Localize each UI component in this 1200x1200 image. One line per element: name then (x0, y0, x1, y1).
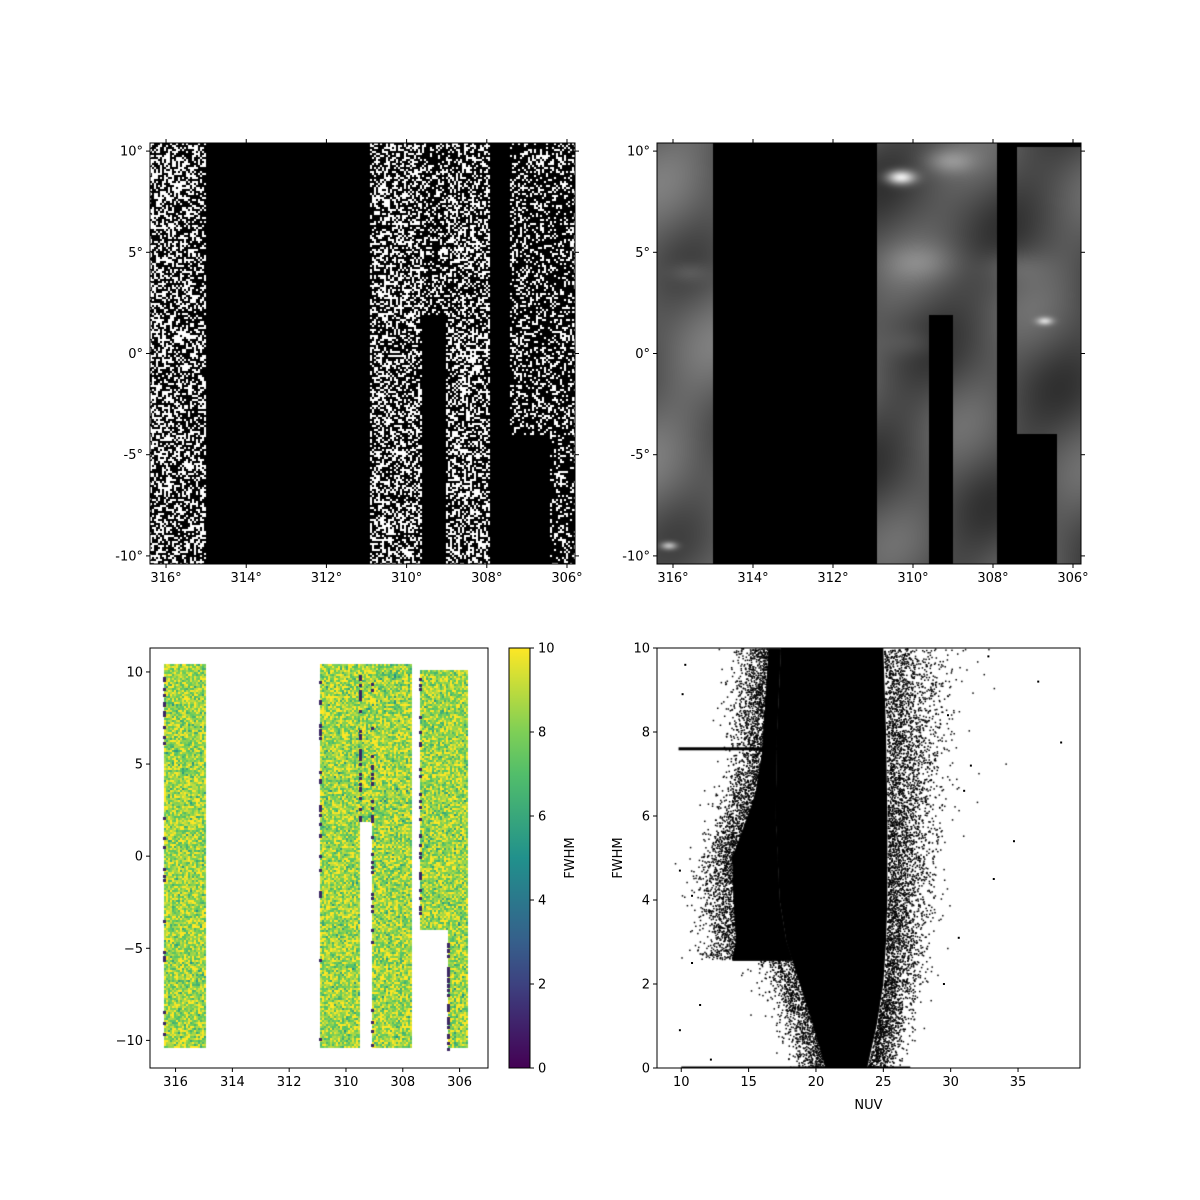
outlier-point (946, 714, 949, 717)
outlier-point (969, 764, 972, 767)
outlier-point (678, 1029, 681, 1032)
x-tick-label: 25 (875, 1075, 892, 1090)
y-tick-label: 10° (627, 145, 650, 160)
panel-fwhm-scatter: 316 314 312 310 308 306 10 5 0 −5 −10 0 2 4 6 8 10 FWHM (116, 642, 578, 1091)
axes-frame (656, 647, 1081, 1069)
colorbar (508, 647, 531, 1069)
y-axis-label: FWHM (611, 837, 626, 878)
y-tick-label: 0 (135, 850, 143, 865)
y-tick-label: -10° (115, 549, 143, 564)
x-tick-label: 306° (551, 571, 582, 586)
y-tick-label: 10 (126, 665, 143, 680)
y-tick-label: 4 (642, 894, 650, 909)
y-tick-label: 0° (635, 347, 650, 362)
outlier-point (992, 878, 995, 880)
colorbar-tick-label: 10 (538, 642, 555, 657)
outlier-point (1060, 741, 1063, 744)
x-tick-label: 306 (447, 1075, 472, 1090)
y-tick-label: 0 (642, 1062, 650, 1077)
colorbar-tick-label: 4 (538, 894, 546, 909)
y-tick-label: 2 (642, 978, 650, 993)
x-tick-label: 314° (737, 571, 768, 586)
outlier-point (963, 789, 966, 792)
y-tick-label: -10° (622, 549, 650, 564)
x-tick-label: 310° (897, 571, 928, 586)
axes-frame (149, 647, 489, 1069)
x-tick-label: 30 (942, 1075, 959, 1090)
outlier-point (987, 655, 990, 658)
outlier-point (691, 962, 694, 964)
outlier-point (681, 693, 684, 696)
x-tick-label: 314 (220, 1075, 245, 1090)
panel-binary-map: 316° 314° 312° 310° 308° 306° 10° 5° 0° -5° -10° (115, 139, 583, 586)
colorbar-tick-label: 2 (538, 978, 546, 993)
nuv-fwhm-density-points (657, 648, 1080, 1068)
panel-fwhm-nuv-scatter: 10 15 20 25 30 35 0 2 4 6 8 10 NUV FWHM (611, 642, 1081, 1113)
colorbar-tick-label: 8 (538, 726, 546, 741)
x-tick-label: 15 (740, 1075, 757, 1090)
gray-background-map (657, 143, 1081, 564)
outlier-point (699, 1004, 702, 1006)
y-tick-label: 10 (633, 642, 650, 657)
outlier-point (691, 894, 694, 897)
x-tick-label: 310 (334, 1075, 359, 1090)
panel-gray-map: 316° 314° 312° 310° 308° 306° 10° 5° 0° -5° -10° (622, 139, 1089, 586)
x-tick-label: 316 (163, 1075, 188, 1090)
x-tick-label: 20 (808, 1075, 825, 1090)
binary-pixel-map (150, 143, 575, 564)
x-tick-label: 306° (1057, 571, 1088, 586)
y-tick-label: −10 (116, 1034, 143, 1049)
y-tick-label: 5 (135, 758, 143, 773)
x-tick-label: 312° (817, 571, 848, 586)
colorbar-tick-label: 6 (538, 810, 546, 825)
outlier-point (678, 869, 681, 872)
x-tick-label: 308° (977, 571, 1008, 586)
outlier-point (709, 1058, 712, 1061)
x-tick-label: 316° (657, 571, 688, 586)
outlier-point (1012, 840, 1015, 843)
y-tick-label: -5° (124, 448, 143, 463)
y-tick-label: 6 (642, 810, 650, 825)
outlier-point (1037, 680, 1040, 683)
outlier-point (957, 936, 960, 939)
colorbar-label: FWHM (563, 837, 578, 878)
x-tick-label: 314° (231, 571, 262, 586)
y-tick-label: 5° (128, 246, 143, 261)
y-tick-label: 10° (120, 145, 143, 160)
x-tick-label: 316° (150, 571, 181, 586)
fwhm-scatter-points (150, 648, 488, 1068)
y-tick-label: -5° (631, 448, 650, 463)
x-tick-label: 310° (391, 571, 422, 586)
y-tick-label: 5° (635, 246, 650, 261)
x-tick-label: 312° (311, 571, 342, 586)
outlier-point (942, 983, 945, 985)
y-tick-label: 8 (642, 726, 650, 741)
x-tick-label: 312 (277, 1075, 302, 1090)
y-tick-label: −5 (124, 942, 143, 957)
x-tick-label: 10 (673, 1075, 690, 1090)
colorbar-tick-label: 0 (538, 1062, 546, 1077)
y-tick-label: 0° (128, 347, 143, 362)
x-tick-label: 308 (390, 1075, 415, 1090)
x-axis-label: NUV (854, 1098, 882, 1113)
x-tick-label: 308° (471, 571, 502, 586)
x-tick-label: 35 (1010, 1075, 1027, 1090)
outlier-point (684, 663, 687, 666)
